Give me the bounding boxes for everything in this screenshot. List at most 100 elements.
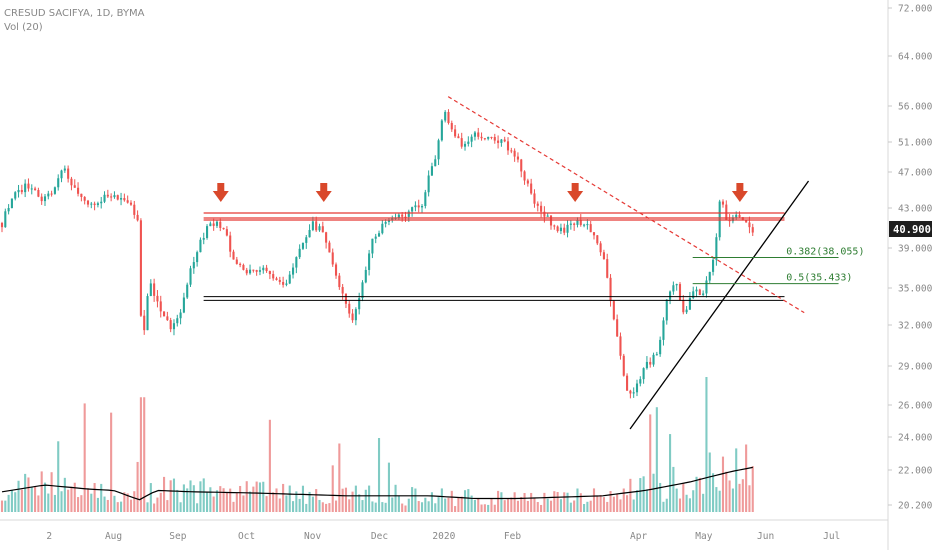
volume-bar [202, 478, 205, 512]
volume-bar [235, 492, 238, 512]
x-tick-label: Jun [757, 531, 774, 542]
candle-body [278, 279, 281, 282]
volume-bar [334, 500, 338, 512]
volume-bar [189, 480, 192, 512]
candle-body [523, 171, 526, 181]
candle-body [179, 312, 182, 319]
x-tick-label: Nov [304, 531, 321, 542]
candle-body [73, 185, 76, 188]
arrow-head [212, 191, 229, 202]
candle-body [473, 132, 476, 137]
candle-body [500, 139, 503, 143]
candle-body [37, 189, 40, 197]
candle-body [209, 223, 212, 227]
volume-bars [0, 377, 754, 512]
candle-body [672, 285, 675, 292]
volume-bar [427, 501, 430, 512]
candle-body [43, 196, 47, 202]
candle-body [530, 183, 533, 194]
volume-bar [414, 488, 417, 512]
y-tick-label: 29.000 [898, 362, 932, 373]
candle-body [176, 318, 179, 324]
candle-body [146, 296, 149, 331]
volume-bar [133, 491, 136, 512]
candle-body [609, 277, 612, 302]
candle-body [212, 223, 215, 226]
volume-bar [86, 488, 90, 512]
volume-bar [278, 498, 281, 512]
last-price-label: 40.900 [893, 224, 931, 236]
candle-body [169, 320, 172, 330]
volume-bar [83, 403, 86, 512]
candle-body [731, 217, 734, 222]
time-axis[interactable]: 2 Aug Sep Oct Nov Dec 2020 Feb Apr May Jun Jul [46, 531, 840, 542]
candle-body [629, 390, 632, 394]
volume-bar [556, 491, 559, 512]
candle-body [616, 319, 619, 337]
candle-body [361, 282, 364, 299]
candle-body [182, 297, 185, 313]
volume-bar [206, 492, 209, 512]
candle-body [685, 309, 688, 313]
volume-bar [579, 493, 582, 512]
price-axis[interactable]: 20.200 22.000 24.000 26.000 29.000 32.000 35.0… [888, 4, 932, 512]
volume-bar [745, 444, 748, 512]
volume-bar [374, 502, 377, 512]
symbol-legend: CRESUD SACIFYA, 1D, BYMA [4, 8, 145, 19]
candle-body [748, 222, 751, 228]
volume-bar [338, 443, 341, 512]
volume-bar [450, 490, 453, 512]
candle-body [344, 293, 348, 304]
volume-bar [566, 492, 569, 512]
candle-body [602, 252, 605, 260]
candle-body [321, 226, 324, 233]
candle-body [368, 253, 371, 270]
volume-bar [196, 503, 199, 512]
candle-body [245, 269, 248, 274]
volume-bar [612, 496, 615, 512]
candle-body [725, 204, 728, 220]
volume-bar [110, 412, 113, 512]
volume-bar [351, 491, 354, 512]
candle-body [50, 193, 53, 195]
candle-body [308, 229, 311, 238]
candle-body [606, 259, 609, 278]
volume-bar [129, 499, 133, 512]
volume-bar [407, 498, 410, 512]
volume-bar [377, 438, 381, 512]
candle-body [291, 267, 295, 275]
candle-body [153, 283, 156, 296]
x-tick-label: Feb [504, 531, 521, 542]
volume-bar [645, 489, 648, 512]
candle-body [262, 267, 265, 271]
volume-bar [24, 473, 27, 512]
candle-body [143, 315, 146, 331]
candle-body [80, 193, 83, 197]
candle-body [4, 211, 7, 228]
candle-body [735, 214, 738, 218]
volume-bar [497, 490, 500, 512]
volume-bar [530, 492, 533, 512]
volume-bar [295, 491, 298, 512]
y-tick-label: 20.200 [898, 501, 932, 512]
candle-body [225, 229, 228, 236]
candle-body [77, 187, 80, 194]
volume-bar [139, 397, 142, 512]
volume-bar [516, 500, 519, 512]
candle-body [328, 242, 331, 253]
candle-body [248, 269, 252, 274]
volume-bar [731, 488, 734, 512]
volume-bar [245, 481, 248, 512]
candle-body [655, 354, 658, 356]
volume-bar [77, 497, 80, 512]
volume-bar [688, 498, 691, 512]
candle-body [139, 220, 142, 316]
candle-body [503, 139, 506, 142]
candle-body [745, 219, 748, 223]
volume-bar [655, 407, 658, 512]
candle-body [652, 354, 655, 365]
volume-bar [358, 494, 361, 512]
candle-body [136, 214, 139, 221]
x-tick-label: Oct [238, 531, 255, 542]
